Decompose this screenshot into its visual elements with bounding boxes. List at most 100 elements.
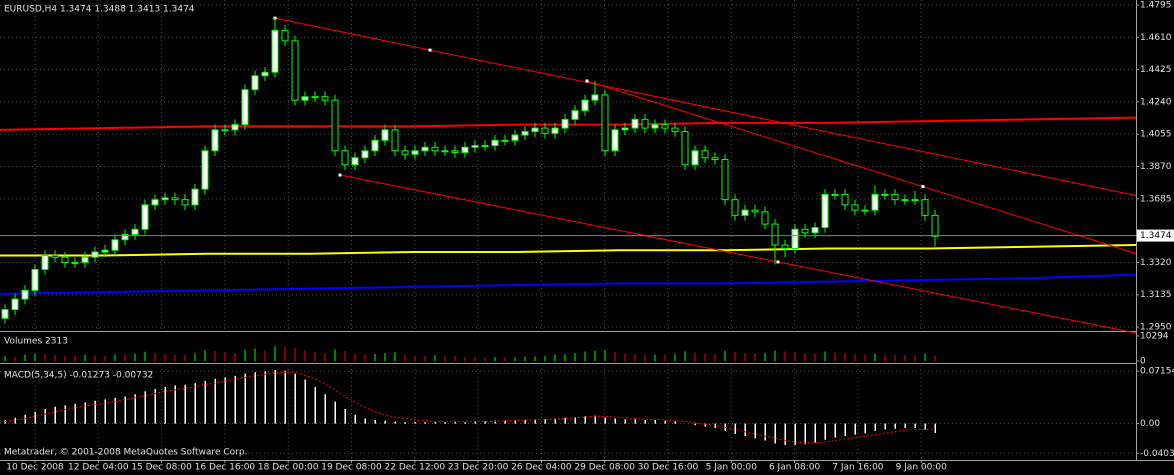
macd-bar: [864, 423, 866, 434]
macd-bar: [894, 423, 896, 429]
candle-body: [61, 256, 69, 263]
candle-body: [791, 228, 799, 250]
macd-bar: [504, 420, 506, 424]
candle-body: [901, 199, 909, 202]
candle-body: [361, 150, 369, 159]
macd-bar: [464, 422, 466, 424]
candle-body: [241, 89, 249, 126]
candle-body: [711, 157, 719, 161]
macd-bar: [284, 370, 286, 424]
candle-body: [251, 75, 259, 91]
time-label: 15 Dec 08:00: [131, 463, 192, 473]
candle-body: [261, 71, 269, 77]
macd-bar: [214, 378, 216, 424]
macd-bar: [184, 384, 186, 424]
macd-bar: [934, 423, 936, 433]
candle-body: [291, 40, 299, 101]
candle-body: [731, 199, 739, 216]
candle-body: [161, 197, 169, 201]
macd-bar: [194, 383, 196, 424]
candle-body: [301, 96, 309, 101]
macd-bar: [384, 420, 386, 424]
macd-bar: [824, 423, 826, 440]
macd-bar: [744, 423, 746, 437]
candle-body: [661, 124, 669, 129]
time-label: 5 Jan 00:00: [706, 463, 758, 473]
candle-body: [201, 150, 209, 190]
candle-body: [631, 118, 639, 129]
y-tick-label: 1.4425: [1140, 65, 1172, 75]
y-tick-label: -0.04038: [1140, 449, 1174, 459]
macd-title: MACD(5,34,5) -0.01273 -0.00732: [4, 371, 153, 381]
candle-body: [181, 199, 189, 206]
macd-bar: [54, 406, 56, 424]
candle-body: [781, 244, 789, 250]
macd-bar: [544, 419, 546, 424]
candle-body: [121, 234, 129, 241]
candle-body: [761, 211, 769, 225]
macd-bar: [124, 396, 126, 424]
candle-body: [681, 131, 689, 166]
candle-body: [701, 150, 709, 159]
macd-bar: [804, 423, 806, 445]
y-tick-label: 0.07154: [1140, 367, 1174, 377]
time-label: 16 Dec 16:00: [195, 463, 256, 473]
y-tick-label: 1.3870: [1140, 162, 1172, 172]
time-label: 7 Jan 16:00: [832, 463, 884, 473]
macd-bar: [874, 423, 876, 431]
macd-bar: [624, 419, 626, 424]
macd-bar: [884, 423, 886, 430]
candle-body: [751, 209, 759, 213]
macd-bar: [584, 416, 586, 424]
candle-body: [831, 193, 839, 196]
volume-title: Volumes 2313: [4, 337, 68, 347]
candle-body: [531, 127, 539, 133]
candle-body: [621, 127, 629, 131]
y-tick-label: 1.3135: [1140, 290, 1172, 300]
macd-bar: [314, 386, 316, 424]
macd-bar: [74, 403, 76, 424]
trendline-anchor: [428, 48, 432, 52]
candle-body: [41, 254, 49, 270]
candle-body: [401, 150, 409, 155]
current-price-box: [1137, 229, 1174, 242]
macd-bar: [114, 397, 116, 424]
macd-bar: [494, 420, 496, 424]
y-tick-label: 1.4240: [1140, 97, 1172, 107]
trendline: [274, 17, 1137, 197]
candle-body: [441, 150, 449, 153]
candle-body: [691, 150, 699, 166]
candle-body: [11, 298, 19, 311]
candle-body: [501, 139, 509, 142]
candle-body: [271, 29, 279, 73]
macd-bar: [564, 417, 566, 424]
candle-body: [801, 228, 809, 234]
candle-body: [481, 145, 489, 148]
time-label: 6 Jan 08:00: [769, 463, 821, 473]
macd-bar: [134, 394, 136, 424]
candle-body: [141, 204, 149, 230]
macd-bar: [354, 414, 356, 424]
time-label: 30 Dec 16:00: [638, 463, 699, 473]
macd-bar: [224, 377, 226, 424]
macd-bar: [444, 422, 446, 424]
trendline: [586, 80, 1137, 254]
candle-body: [21, 289, 29, 300]
macd-bar: [454, 422, 456, 424]
candle-body: [351, 157, 359, 166]
macd-bar: [844, 423, 846, 437]
candle-body: [821, 193, 829, 229]
macd-bar: [274, 369, 276, 424]
candle-body: [451, 150, 459, 154]
macd-bar: [414, 422, 416, 424]
macd-bar: [924, 423, 926, 430]
macd-bar: [574, 417, 576, 424]
time-label: 10 Dec 2008: [6, 463, 64, 473]
trendline: [339, 174, 1137, 334]
candle-body: [31, 268, 39, 291]
candle-body: [471, 145, 479, 148]
candle-body: [321, 96, 329, 101]
macd-bar: [94, 400, 96, 424]
trendline-anchor: [776, 260, 780, 264]
